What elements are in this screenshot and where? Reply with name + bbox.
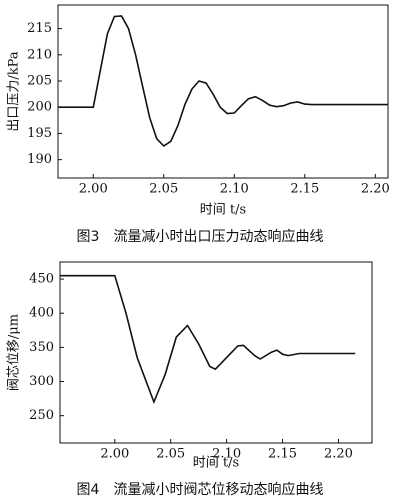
y-tick-label: 200 [27,100,52,115]
y-axis-label: 出口压力/kPa [7,51,22,131]
x-tick-label: 2.15 [268,447,297,462]
x-tick-label: 2.10 [212,447,241,462]
data-line [58,15,388,148]
y-tick-label: 400 [29,306,54,321]
x-tick-label: 2.15 [290,182,319,197]
plot-frame [57,4,389,179]
x-tick-label: 2.00 [100,447,129,462]
x-tick-label: 2.20 [324,447,353,462]
y-tick-label: 190 [27,152,52,167]
x-tick-label: 2.20 [361,182,390,197]
y-tick-label: 205 [27,74,52,89]
chart-title: 图4 流量减小时阀芯位移动态响应曲线 [77,481,324,498]
y-tick-label: 300 [29,374,54,389]
x-axis-label: 时间 t/s [200,203,246,218]
data-line [60,274,356,405]
y-tick-label: 450 [29,272,54,287]
x-tick-label: 2.00 [79,182,108,197]
x-axis-label: 时间 t/s [193,456,239,471]
y-tick-label: 215 [27,21,52,36]
chart-title: 图3 流量减小时出口压力动态响应曲线 [77,228,324,245]
plot-frame [59,261,373,444]
y-tick-label: 195 [27,126,52,141]
x-tick-label: 2.05 [156,447,185,462]
y-axis-label: 阀芯位移/μm [7,314,22,391]
x-tick-label: 2.10 [220,182,249,197]
y-tick-label: 350 [29,340,54,355]
y-tick-label: 210 [27,47,52,62]
y-tick-label: 250 [29,408,54,423]
x-tick-label: 2.05 [149,182,178,197]
